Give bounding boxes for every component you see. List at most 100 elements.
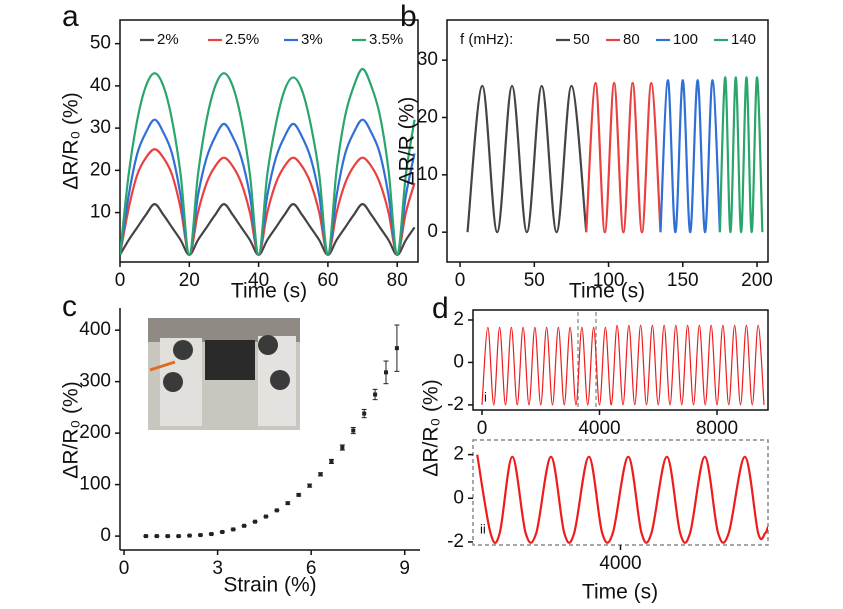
- legend-label: 3%: [301, 31, 323, 48]
- series-line: [481, 324, 765, 406]
- series-line: [120, 203, 416, 256]
- x-tick-label: 4000: [599, 553, 641, 574]
- series-line: [585, 81, 662, 234]
- y-tick-label: 200: [79, 422, 111, 443]
- legend-label: 2%: [157, 31, 179, 48]
- point: [263, 514, 268, 519]
- x-tick-label: 4000: [578, 418, 620, 439]
- inset-photo: [148, 318, 300, 430]
- legend-label: 140: [731, 31, 756, 48]
- y-tick-label: 2: [453, 309, 464, 330]
- y-tick-label: 0: [453, 487, 464, 508]
- plot-frame: [446, 19, 769, 263]
- y-tick-label: 10: [90, 202, 111, 223]
- plot-frame: [472, 309, 769, 411]
- x-tick-label: 0: [119, 558, 130, 579]
- legend-label: 50: [573, 31, 590, 48]
- x-tick-label: 200: [741, 270, 773, 291]
- legend-label: 100: [673, 31, 698, 48]
- series-group: [481, 324, 765, 406]
- point: [209, 532, 214, 537]
- point: [274, 508, 279, 513]
- x-tick-label: 50: [524, 270, 545, 291]
- point: [329, 459, 334, 464]
- y-tick-label: 50: [90, 33, 111, 54]
- plot-frame: [119, 19, 419, 263]
- legend-label: 2.5%: [225, 31, 259, 48]
- y-axis-label: ΔR/R₀ (%): [60, 381, 83, 478]
- x-axis-label: Time (s): [569, 280, 645, 303]
- x-tick-label: 60: [317, 270, 338, 291]
- x-axis-label: Strain (%): [223, 574, 316, 597]
- point: [384, 370, 389, 375]
- point: [220, 529, 225, 534]
- x-tick-label: 40: [248, 270, 269, 291]
- y-tick-label: 0: [100, 525, 111, 546]
- y-tick-label: 100: [79, 474, 111, 495]
- point: [165, 534, 170, 539]
- y-axis-label: ΔR/R₀ (%): [420, 379, 443, 476]
- point: [362, 411, 367, 416]
- panel-label: c: [62, 290, 77, 323]
- point: [231, 527, 236, 532]
- x-tick-label: 6: [306, 558, 317, 579]
- x-tick-label: 8000: [696, 418, 738, 439]
- x-axis-label: Time (s): [582, 581, 658, 604]
- panel-label: a: [62, 0, 79, 33]
- point: [307, 483, 312, 488]
- y-tick-label: 40: [90, 75, 111, 96]
- y-tick-label: 20: [417, 107, 438, 128]
- y-tick-label: 10: [417, 164, 438, 185]
- series-line: [476, 454, 768, 544]
- y-tick-label: 0: [453, 351, 464, 372]
- point: [143, 534, 148, 539]
- panel-label: d: [432, 292, 449, 325]
- x-tick-label: 3: [212, 558, 223, 579]
- y-tick-label: 20: [90, 159, 111, 180]
- point: [285, 501, 290, 506]
- y-tick-label: 30: [417, 49, 438, 70]
- series-line: [120, 148, 416, 256]
- x-tick-label: 100: [593, 270, 625, 291]
- point: [198, 533, 203, 538]
- point: [340, 445, 345, 450]
- x-tick-label: 150: [667, 270, 699, 291]
- series-line: [466, 84, 588, 234]
- x-tick-label: 0: [455, 270, 466, 291]
- zoom-markers: [577, 312, 597, 408]
- y-tick-label: 400: [79, 319, 111, 340]
- legend-label: 3.5%: [369, 31, 403, 48]
- x-axis-label: Time (s): [231, 280, 307, 303]
- point: [154, 534, 159, 539]
- y-tick-label: 300: [79, 371, 111, 392]
- series-line: [718, 76, 764, 234]
- y-axis-label: ΔR/R (%): [396, 97, 419, 186]
- series-line: [120, 67, 416, 256]
- series-group: [466, 76, 764, 234]
- point: [373, 392, 378, 397]
- y-tick-label: 30: [90, 117, 111, 138]
- point: [242, 523, 247, 528]
- x-tick-label: 20: [179, 270, 200, 291]
- annotation: i: [484, 389, 487, 404]
- x-tick-label: 9: [399, 558, 410, 579]
- point: [318, 472, 323, 477]
- point: [394, 346, 399, 351]
- y-axis-label: ΔR/R₀ (%): [60, 92, 83, 189]
- x-tick-label: 0: [115, 270, 126, 291]
- panel-label: b: [400, 0, 417, 33]
- x-tick-label: 80: [387, 270, 408, 291]
- series-line: [659, 79, 721, 234]
- point: [187, 533, 192, 538]
- y-tick-label: -2: [447, 394, 464, 415]
- legend-title: f (mHz):: [460, 31, 513, 48]
- annotation: ii: [480, 521, 486, 536]
- series-group: [476, 454, 768, 544]
- point: [351, 428, 356, 433]
- y-tick-label: -2: [447, 531, 464, 552]
- y-tick-label: 2: [453, 444, 464, 465]
- point: [253, 519, 258, 524]
- x-tick-label: 0: [477, 418, 488, 439]
- series-line: [120, 118, 416, 256]
